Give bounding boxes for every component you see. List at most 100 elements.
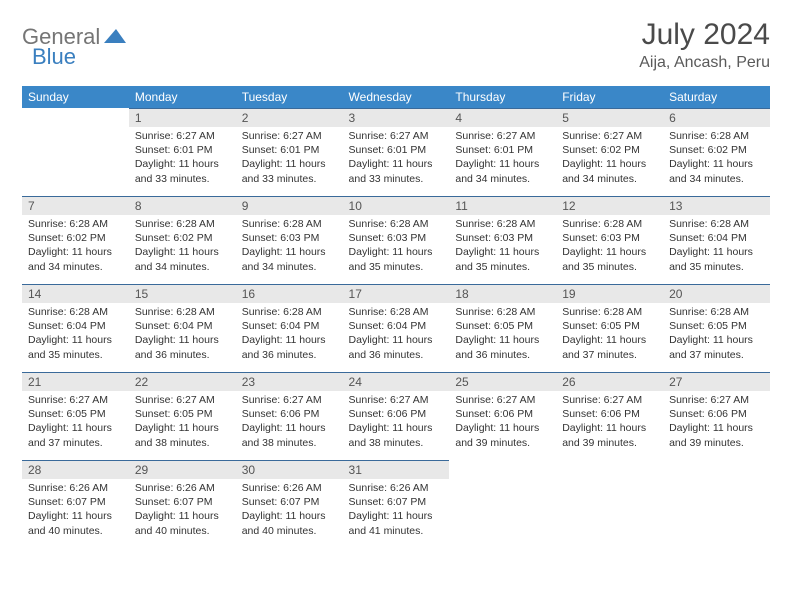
daylight-text: Daylight: 11 hours and 38 minutes. xyxy=(349,421,444,449)
sunset-text: Sunset: 6:04 PM xyxy=(135,319,230,333)
day-content: Sunrise: 6:28 AMSunset: 6:05 PMDaylight:… xyxy=(556,303,663,366)
sunrise-text: Sunrise: 6:27 AM xyxy=(455,129,550,143)
weekday-header: Thursday xyxy=(449,86,556,108)
calendar-cell: 3Sunrise: 6:27 AMSunset: 6:01 PMDaylight… xyxy=(343,108,450,196)
daylight-text: Daylight: 11 hours and 36 minutes. xyxy=(242,333,337,361)
sunrise-text: Sunrise: 6:27 AM xyxy=(349,129,444,143)
day-content: Sunrise: 6:26 AMSunset: 6:07 PMDaylight:… xyxy=(129,479,236,542)
sunset-text: Sunset: 6:05 PM xyxy=(669,319,764,333)
sunrise-text: Sunrise: 6:26 AM xyxy=(28,481,123,495)
calendar-cell: 11Sunrise: 6:28 AMSunset: 6:03 PMDayligh… xyxy=(449,196,556,284)
day-content: Sunrise: 6:28 AMSunset: 6:05 PMDaylight:… xyxy=(663,303,770,366)
daylight-text: Daylight: 11 hours and 37 minutes. xyxy=(562,333,657,361)
calendar-cell: 19Sunrise: 6:28 AMSunset: 6:05 PMDayligh… xyxy=(556,284,663,372)
calendar-cell: 2Sunrise: 6:27 AMSunset: 6:01 PMDaylight… xyxy=(236,108,343,196)
day-content: Sunrise: 6:27 AMSunset: 6:01 PMDaylight:… xyxy=(343,127,450,190)
day-number: 30 xyxy=(236,460,343,479)
sunrise-text: Sunrise: 6:28 AM xyxy=(28,217,123,231)
sunrise-text: Sunrise: 6:28 AM xyxy=(669,129,764,143)
day-number: 10 xyxy=(343,196,450,215)
day-content: Sunrise: 6:27 AMSunset: 6:06 PMDaylight:… xyxy=(556,391,663,454)
sunrise-text: Sunrise: 6:28 AM xyxy=(28,305,123,319)
day-number: 12 xyxy=(556,196,663,215)
day-content: Sunrise: 6:27 AMSunset: 6:01 PMDaylight:… xyxy=(236,127,343,190)
sunset-text: Sunset: 6:01 PM xyxy=(455,143,550,157)
daylight-text: Daylight: 11 hours and 34 minutes. xyxy=(28,245,123,273)
calendar-cell: 14Sunrise: 6:28 AMSunset: 6:04 PMDayligh… xyxy=(22,284,129,372)
day-content: Sunrise: 6:28 AMSunset: 6:04 PMDaylight:… xyxy=(663,215,770,278)
day-content: Sunrise: 6:27 AMSunset: 6:01 PMDaylight:… xyxy=(449,127,556,190)
sunset-text: Sunset: 6:03 PM xyxy=(455,231,550,245)
daylight-text: Daylight: 11 hours and 34 minutes. xyxy=(669,157,764,185)
daylight-text: Daylight: 11 hours and 33 minutes. xyxy=(349,157,444,185)
sunset-text: Sunset: 6:07 PM xyxy=(135,495,230,509)
calendar-cell: 26Sunrise: 6:27 AMSunset: 6:06 PMDayligh… xyxy=(556,372,663,460)
sunset-text: Sunset: 6:02 PM xyxy=(562,143,657,157)
sunrise-text: Sunrise: 6:28 AM xyxy=(242,305,337,319)
day-number: 6 xyxy=(663,108,770,127)
sunrise-text: Sunrise: 6:27 AM xyxy=(455,393,550,407)
calendar-cell xyxy=(556,460,663,550)
daylight-text: Daylight: 11 hours and 35 minutes. xyxy=(28,333,123,361)
day-number: 31 xyxy=(343,460,450,479)
sunset-text: Sunset: 6:06 PM xyxy=(669,407,764,421)
sunset-text: Sunset: 6:06 PM xyxy=(242,407,337,421)
sunrise-text: Sunrise: 6:28 AM xyxy=(135,217,230,231)
sunset-text: Sunset: 6:05 PM xyxy=(562,319,657,333)
calendar-cell: 25Sunrise: 6:27 AMSunset: 6:06 PMDayligh… xyxy=(449,372,556,460)
sunset-text: Sunset: 6:07 PM xyxy=(349,495,444,509)
day-content: Sunrise: 6:28 AMSunset: 6:04 PMDaylight:… xyxy=(22,303,129,366)
sunset-text: Sunset: 6:07 PM xyxy=(242,495,337,509)
daylight-text: Daylight: 11 hours and 39 minutes. xyxy=(669,421,764,449)
logo-text-blue-wrap: Blue xyxy=(32,44,76,70)
sunset-text: Sunset: 6:05 PM xyxy=(455,319,550,333)
day-number: 25 xyxy=(449,372,556,391)
day-content: Sunrise: 6:26 AMSunset: 6:07 PMDaylight:… xyxy=(343,479,450,542)
daylight-text: Daylight: 11 hours and 39 minutes. xyxy=(455,421,550,449)
daylight-text: Daylight: 11 hours and 35 minutes. xyxy=(349,245,444,273)
day-content: Sunrise: 6:28 AMSunset: 6:05 PMDaylight:… xyxy=(449,303,556,366)
day-content: Sunrise: 6:28 AMSunset: 6:02 PMDaylight:… xyxy=(663,127,770,190)
daylight-text: Daylight: 11 hours and 41 minutes. xyxy=(349,509,444,537)
sunset-text: Sunset: 6:04 PM xyxy=(28,319,123,333)
title-block: July 2024 Aija, Ancash, Peru xyxy=(639,18,770,72)
day-content: Sunrise: 6:26 AMSunset: 6:07 PMDaylight:… xyxy=(22,479,129,542)
day-number: 8 xyxy=(129,196,236,215)
daylight-text: Daylight: 11 hours and 39 minutes. xyxy=(562,421,657,449)
calendar-cell: 21Sunrise: 6:27 AMSunset: 6:05 PMDayligh… xyxy=(22,372,129,460)
day-content: Sunrise: 6:28 AMSunset: 6:02 PMDaylight:… xyxy=(129,215,236,278)
day-number: 17 xyxy=(343,284,450,303)
day-number: 7 xyxy=(22,196,129,215)
day-number: 29 xyxy=(129,460,236,479)
sunset-text: Sunset: 6:06 PM xyxy=(349,407,444,421)
day-number: 9 xyxy=(236,196,343,215)
day-number: 14 xyxy=(22,284,129,303)
calendar-cell: 16Sunrise: 6:28 AMSunset: 6:04 PMDayligh… xyxy=(236,284,343,372)
day-content: Sunrise: 6:27 AMSunset: 6:06 PMDaylight:… xyxy=(663,391,770,454)
sunrise-text: Sunrise: 6:28 AM xyxy=(562,217,657,231)
day-number: 27 xyxy=(663,372,770,391)
day-content: Sunrise: 6:27 AMSunset: 6:05 PMDaylight:… xyxy=(129,391,236,454)
sunrise-text: Sunrise: 6:27 AM xyxy=(242,129,337,143)
sunset-text: Sunset: 6:01 PM xyxy=(349,143,444,157)
day-content: Sunrise: 6:27 AMSunset: 6:06 PMDaylight:… xyxy=(449,391,556,454)
sunrise-text: Sunrise: 6:28 AM xyxy=(455,305,550,319)
sunset-text: Sunset: 6:06 PM xyxy=(455,407,550,421)
calendar-body: 1Sunrise: 6:27 AMSunset: 6:01 PMDaylight… xyxy=(22,108,770,550)
day-content: Sunrise: 6:27 AMSunset: 6:06 PMDaylight:… xyxy=(236,391,343,454)
day-content: Sunrise: 6:28 AMSunset: 6:04 PMDaylight:… xyxy=(129,303,236,366)
calendar-cell: 29Sunrise: 6:26 AMSunset: 6:07 PMDayligh… xyxy=(129,460,236,550)
daylight-text: Daylight: 11 hours and 36 minutes. xyxy=(455,333,550,361)
daylight-text: Daylight: 11 hours and 35 minutes. xyxy=(669,245,764,273)
daylight-text: Daylight: 11 hours and 40 minutes. xyxy=(28,509,123,537)
daylight-text: Daylight: 11 hours and 33 minutes. xyxy=(242,157,337,185)
sunset-text: Sunset: 6:03 PM xyxy=(242,231,337,245)
weekday-header: Tuesday xyxy=(236,86,343,108)
day-content: Sunrise: 6:27 AMSunset: 6:02 PMDaylight:… xyxy=(556,127,663,190)
sunset-text: Sunset: 6:07 PM xyxy=(28,495,123,509)
calendar-cell: 17Sunrise: 6:28 AMSunset: 6:04 PMDayligh… xyxy=(343,284,450,372)
calendar-cell: 20Sunrise: 6:28 AMSunset: 6:05 PMDayligh… xyxy=(663,284,770,372)
day-number: 23 xyxy=(236,372,343,391)
sunrise-text: Sunrise: 6:27 AM xyxy=(669,393,764,407)
calendar-cell: 5Sunrise: 6:27 AMSunset: 6:02 PMDaylight… xyxy=(556,108,663,196)
